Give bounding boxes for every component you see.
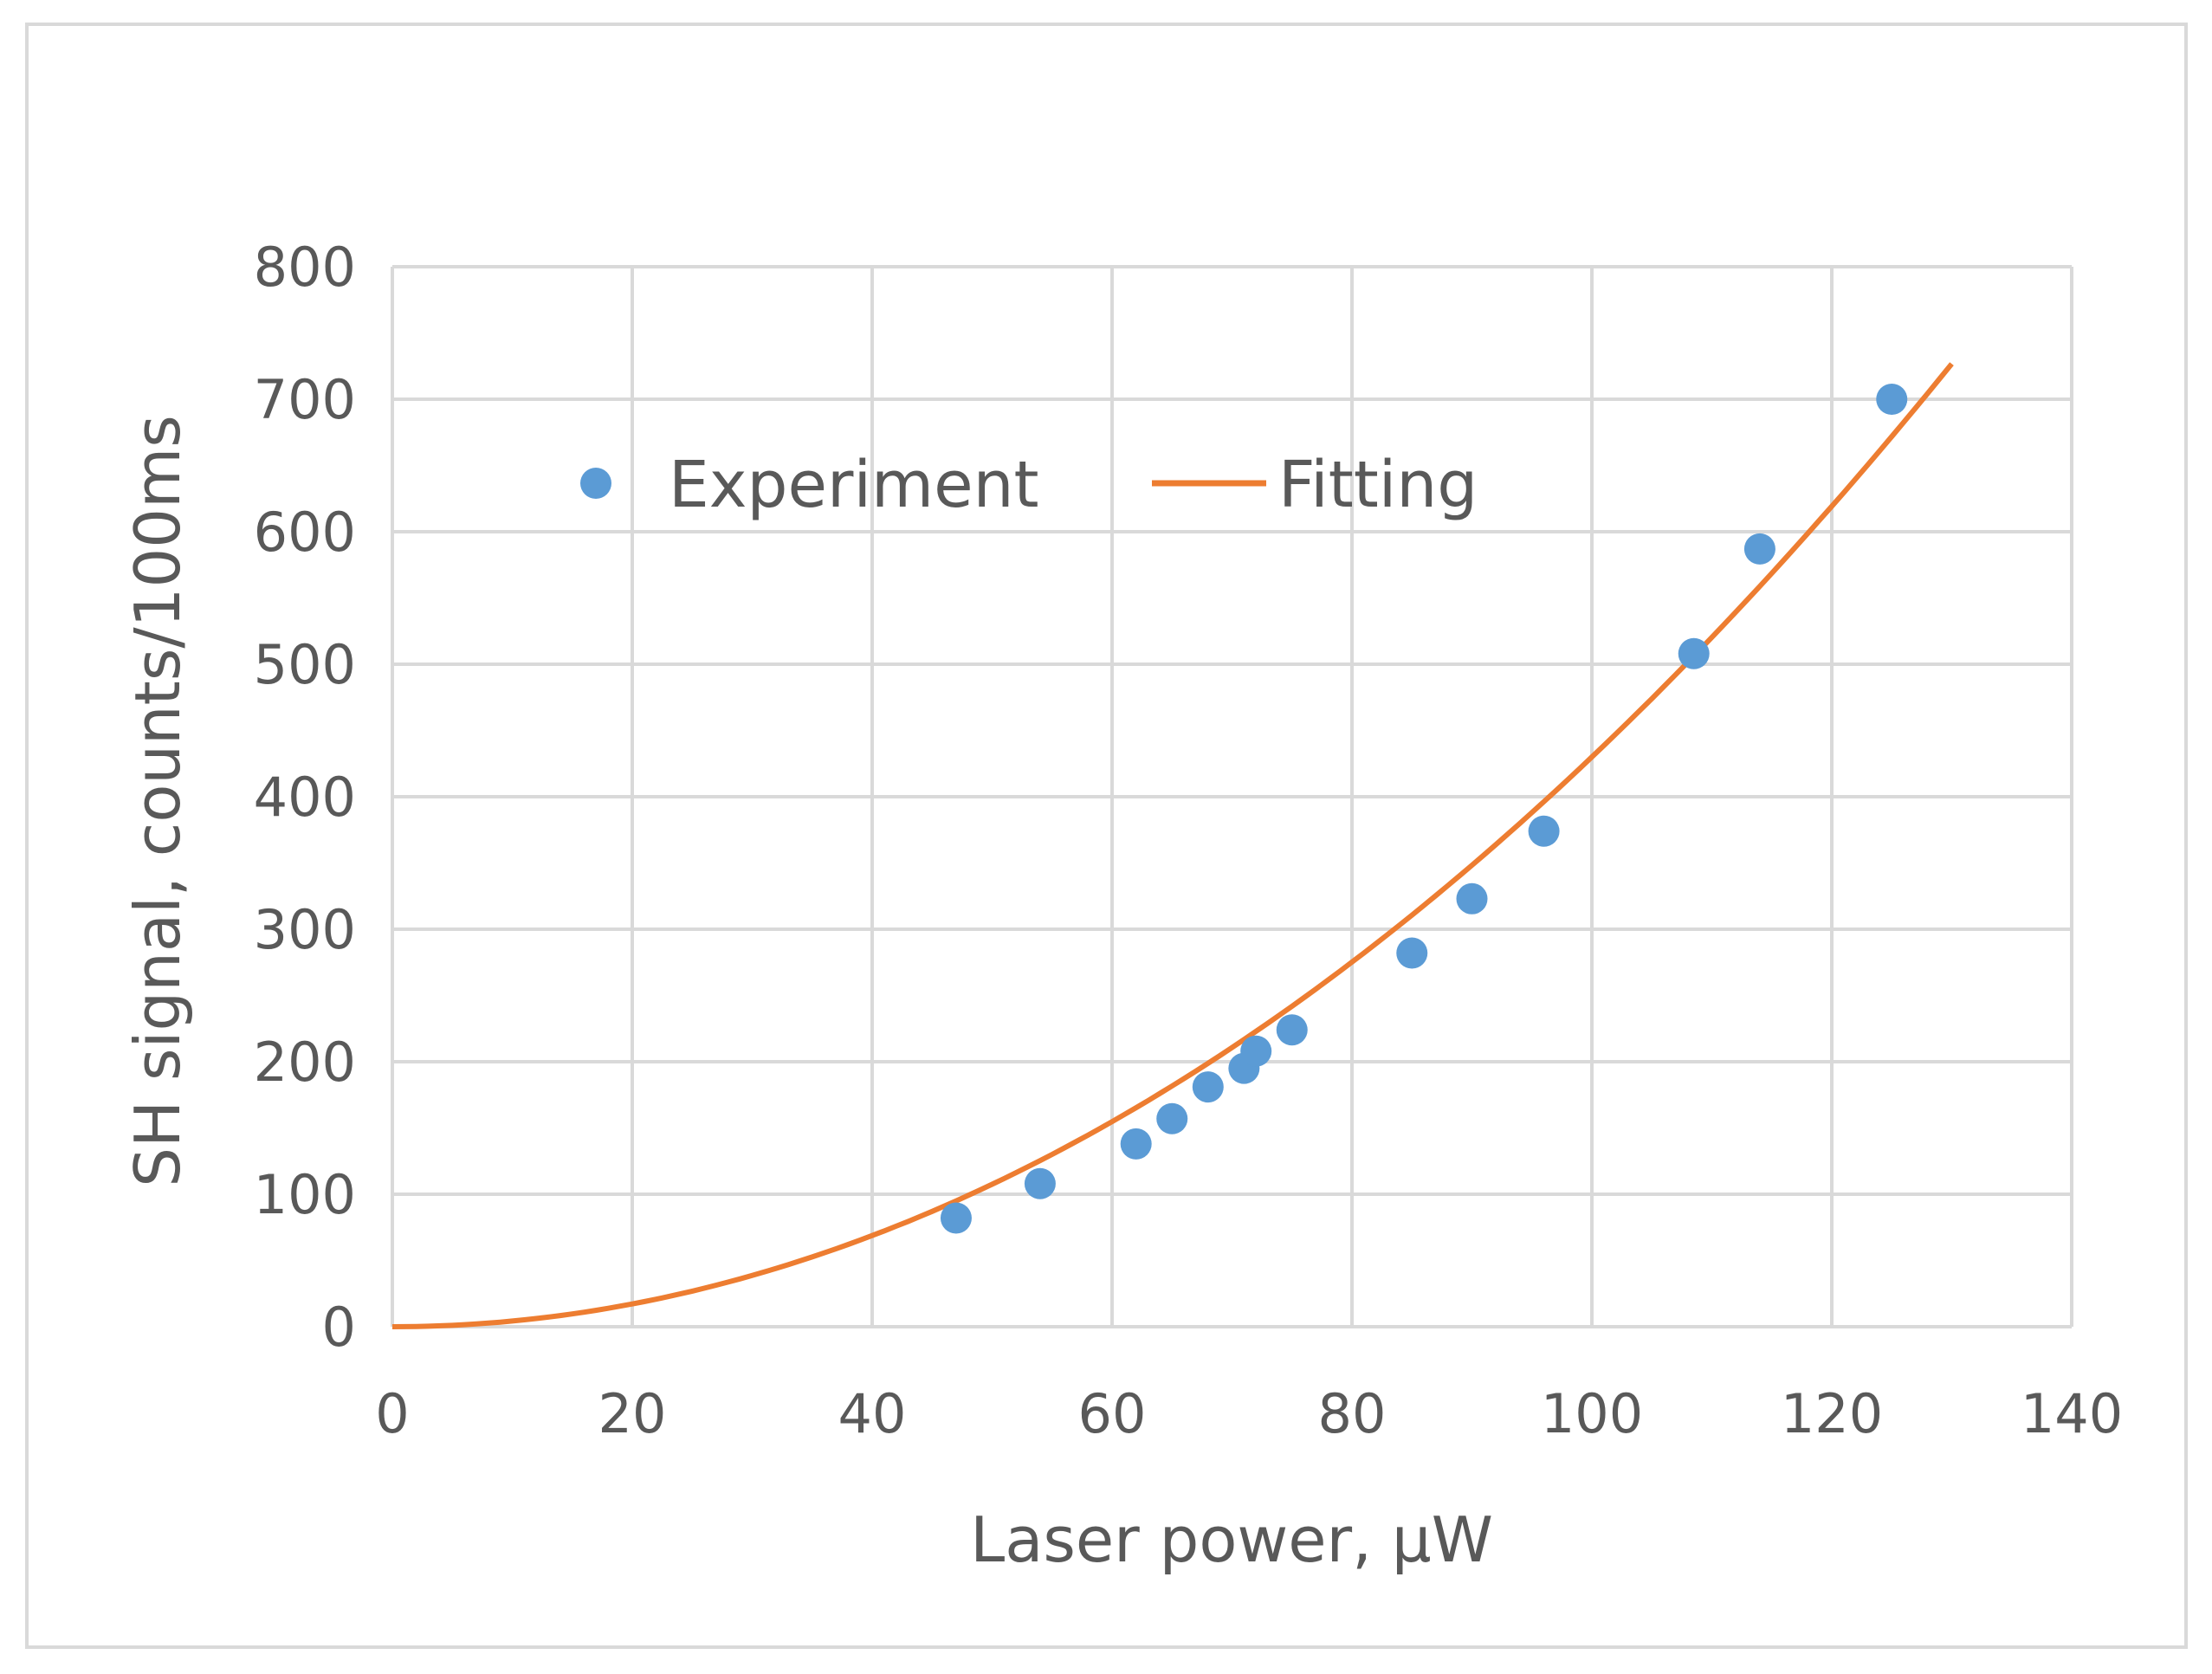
experiment-points-layer	[940, 384, 1908, 1234]
experiment-point-9	[1396, 937, 1428, 969]
experiment-point-3	[1120, 1128, 1152, 1160]
x-tick-label-20: 20	[598, 1382, 667, 1445]
legend-fitting-label: Fitting	[1278, 448, 1478, 522]
x-tick-label-140: 140	[2021, 1382, 2123, 1445]
x-tick-label-40: 40	[838, 1382, 907, 1445]
experiment-point-5	[1192, 1071, 1224, 1103]
x-tick-label-60: 60	[1078, 1382, 1147, 1445]
x-tick-label-0: 0	[375, 1382, 409, 1445]
x-axis-title: Laser power, µW	[970, 1503, 1493, 1576]
legend-experiment-label: Experiment	[669, 448, 1039, 522]
y-tick-label-400: 400	[254, 766, 356, 829]
y-axis-title: SH signal, counts/100ms	[121, 415, 194, 1186]
chart-frame	[25, 23, 2188, 1649]
y-tick-label-0: 0	[322, 1296, 356, 1359]
legend: Experiment Fitting	[580, 448, 1478, 522]
y-tick-label-600: 600	[254, 501, 356, 564]
y-tick-label-100: 100	[254, 1163, 356, 1226]
y-tick-label-700: 700	[254, 368, 356, 431]
tick-labels: 0 20 40 60 80 100 120 140 0 100 200 300 400 500 600 700…	[254, 236, 2124, 1445]
y-tick-label-300: 300	[254, 898, 356, 961]
y-tick-label-800: 800	[254, 236, 356, 299]
x-tick-label-120: 120	[1781, 1382, 1883, 1445]
fitting-curve	[391, 362, 1954, 1329]
experiment-point-12	[1678, 637, 1710, 669]
legend-experiment-marker	[580, 468, 611, 499]
fitting-curve-layer	[391, 362, 1954, 1329]
experiment-point-4	[1156, 1102, 1188, 1134]
experiment-point-2	[1024, 1167, 1056, 1199]
y-tick-label-200: 200	[254, 1031, 356, 1094]
y-tick-label-500: 500	[254, 633, 356, 696]
experiment-point-7	[1240, 1035, 1272, 1067]
experiment-point-8	[1276, 1014, 1308, 1046]
x-tick-label-100: 100	[1541, 1382, 1643, 1445]
experiment-point-10	[1456, 882, 1488, 915]
grid-lines	[391, 265, 2073, 1328]
experiment-point-13	[1743, 533, 1775, 565]
experiment-point-11	[1528, 815, 1560, 847]
x-tick-label-80: 80	[1318, 1382, 1387, 1445]
experiment-point-1	[940, 1202, 972, 1234]
experiment-point-14	[1876, 384, 1908, 415]
